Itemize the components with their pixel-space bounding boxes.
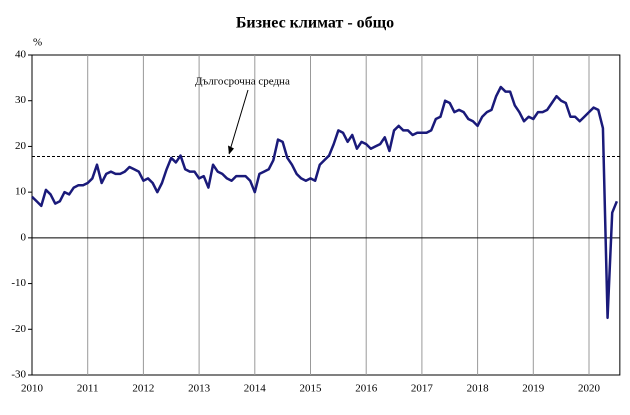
plot-frame — [31, 54, 621, 376]
x-tick-label: 2018 — [467, 383, 490, 395]
y-tick-label: -30 — [11, 369, 26, 381]
y-tick-label: 30 — [15, 94, 27, 106]
x-tick-label: 2015 — [300, 383, 323, 395]
x-tick-label: 2010 — [21, 383, 44, 395]
chart-title: Бизнес климат - общо — [236, 15, 394, 32]
y-tick-label: 20 — [15, 140, 27, 152]
annotation-arrow — [228, 89, 249, 154]
x-tick-label: 2011 — [77, 383, 99, 395]
x-tick-label: 2012 — [132, 383, 154, 395]
y-tick-label: 0 — [21, 231, 27, 243]
y-tick-label: -20 — [11, 323, 26, 335]
x-tick-label: 2020 — [578, 383, 601, 395]
reference-label: Дългосрочна средна — [195, 76, 290, 88]
x-tick-label: 2019 — [522, 383, 545, 395]
x-tick-label: 2017 — [411, 383, 434, 395]
x-tick-label: 2016 — [355, 383, 378, 395]
y-tick-label: 40 — [15, 49, 27, 61]
y-tick-label: -10 — [11, 277, 26, 289]
data-line — [31, 85, 619, 320]
x-tick-label: 2013 — [188, 383, 211, 395]
y-axis-label: % — [33, 37, 42, 49]
y-tick-label: 10 — [15, 186, 27, 198]
x-tick-label: 2014 — [244, 383, 267, 395]
annotation-arrowhead — [228, 145, 234, 155]
